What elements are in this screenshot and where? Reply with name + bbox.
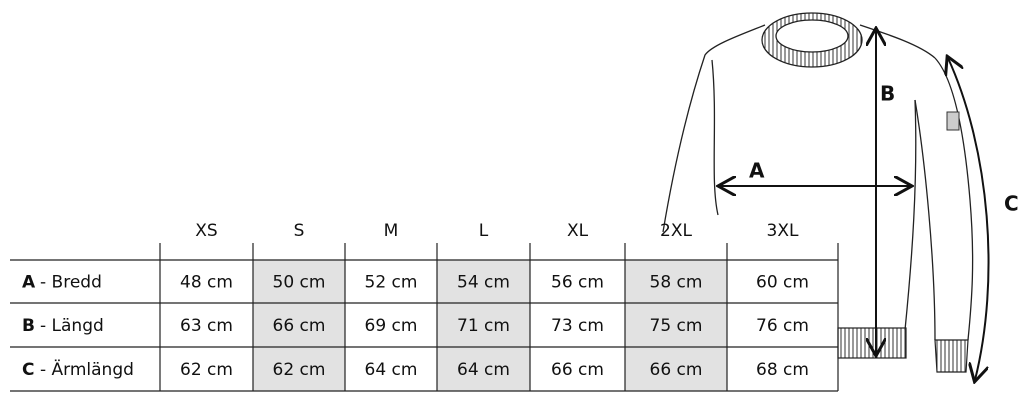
arrow-c [948, 58, 990, 380]
measure-cell: 50 cm [273, 273, 326, 293]
measure-cell: 76 cm [756, 316, 809, 336]
sleeve-badge [946, 111, 960, 131]
measure-cell: 58 cm [650, 273, 703, 293]
measure-cell: 63 cm [180, 316, 233, 336]
measure-cell: 52 cm [365, 273, 418, 293]
label-c: C [1004, 192, 1019, 216]
measure-cell: 64 cm [457, 360, 510, 380]
size-header: S [294, 221, 305, 241]
measure-cell: 66 cm [273, 316, 326, 336]
size-header: L [479, 221, 489, 241]
shaded-column [625, 260, 727, 391]
measure-cell: 66 cm [551, 360, 604, 380]
row-name: - Bredd [40, 273, 102, 293]
waist-rib [837, 327, 907, 359]
measure-cell: 69 cm [365, 316, 418, 336]
measure-cell: 56 cm [551, 273, 604, 293]
measure-cell: 48 cm [180, 273, 233, 293]
size-header: XL [567, 221, 589, 241]
label-a: A [749, 159, 765, 183]
row-name: - Ärmlängd [40, 359, 134, 380]
label-b: B [880, 82, 895, 106]
measure-cell: 71 cm [457, 316, 510, 336]
row-letter: C [22, 360, 34, 380]
measure-cell: 68 cm [756, 360, 809, 380]
size-header: 3XL [767, 221, 799, 241]
measure-cell: 73 cm [551, 316, 604, 336]
measure-cell: 75 cm [650, 316, 703, 336]
row-name: - Längd [40, 316, 104, 336]
size-header: 2XL [660, 221, 692, 241]
measure-cell: 60 cm [756, 273, 809, 293]
row-letter: B [22, 316, 35, 336]
measure-cell: 62 cm [273, 360, 326, 380]
row-letter: A [22, 273, 36, 293]
measure-cell: 54 cm [457, 273, 510, 293]
shaded-column [253, 260, 345, 391]
measure-cell: 66 cm [650, 360, 703, 380]
measure-cell: 64 cm [365, 360, 418, 380]
size-table: XS S M L XL 2XL 3XL A - Bredd 48 cm 50 cm 52 cm 54 c… [10, 221, 839, 392]
measure-cell: 62 cm [180, 360, 233, 380]
shaded-column [437, 260, 530, 391]
size-header: XS [195, 221, 217, 241]
size-header: M [384, 221, 399, 241]
cuff [934, 339, 969, 373]
